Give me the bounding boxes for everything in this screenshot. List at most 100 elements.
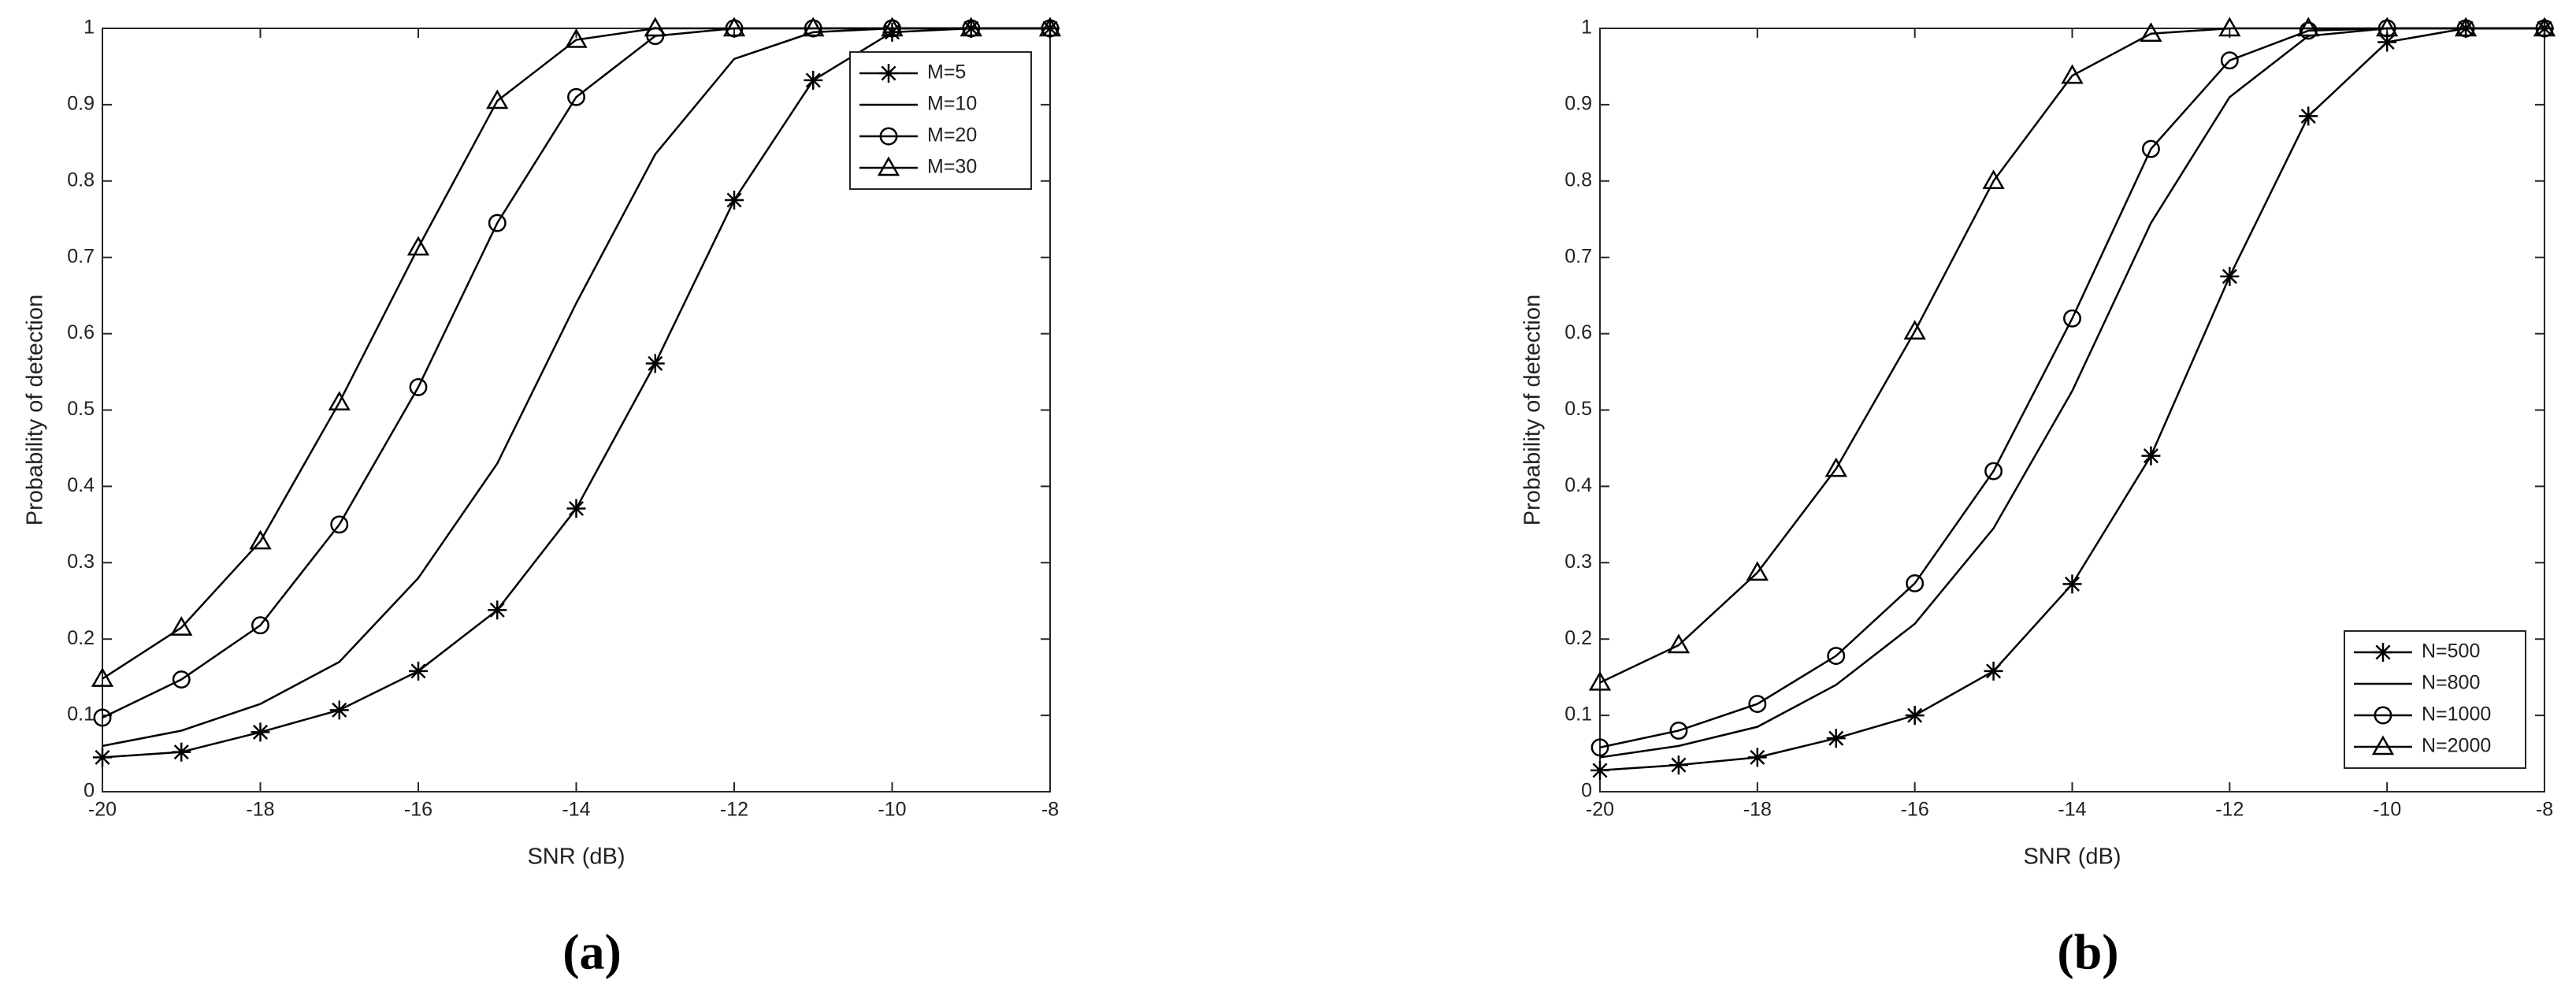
legend-marker — [879, 127, 898, 146]
y-tick-label: 0.4 — [1565, 474, 1592, 496]
data-marker — [1668, 755, 1688, 775]
data-marker — [1588, 670, 1612, 691]
data-marker — [1667, 633, 1691, 654]
x-tick-label: -18 — [1743, 799, 1772, 821]
data-marker — [2377, 32, 2397, 52]
y-tick-label: 0.6 — [67, 321, 95, 343]
data-marker — [488, 213, 507, 232]
data-marker — [2376, 17, 2399, 37]
data-marker — [1826, 729, 1846, 748]
data-marker — [409, 661, 428, 681]
legend-marker — [2371, 735, 2395, 755]
legend-marker — [2374, 643, 2392, 662]
y-tick-label: 0.1 — [67, 703, 95, 726]
x-axis-label: SNR (dB) — [527, 845, 625, 870]
data-marker — [802, 17, 825, 37]
data-marker — [93, 708, 112, 727]
x-tick-label: -12 — [720, 799, 748, 821]
legend-box — [2344, 630, 2526, 769]
y-tick-label: 0.7 — [67, 245, 95, 267]
data-marker — [406, 236, 430, 256]
x-tick-label: -20 — [1586, 799, 1614, 821]
data-marker — [2061, 64, 2084, 84]
data-marker — [645, 354, 665, 373]
y-tick-label: 0 — [84, 780, 95, 802]
data-marker — [249, 529, 272, 550]
x-tick-label: -8 — [2536, 799, 2553, 821]
data-marker — [960, 17, 982, 37]
y-tick-label: 0.8 — [67, 169, 95, 191]
y-tick-label: 0.6 — [1565, 321, 1592, 343]
x-axis-label: SNR (dB) — [2023, 845, 2121, 870]
data-marker — [804, 70, 823, 90]
data-marker — [172, 742, 191, 762]
data-marker — [2218, 17, 2241, 37]
data-marker — [1591, 760, 1609, 780]
data-marker — [1827, 647, 1846, 665]
legend-label: M=30 — [927, 156, 977, 178]
data-marker — [328, 391, 351, 411]
data-marker — [2299, 106, 2318, 126]
data-marker — [488, 600, 507, 620]
legend-label: M=5 — [927, 61, 966, 84]
y-tick-label: 0.7 — [1565, 245, 1592, 267]
data-marker — [1591, 738, 1609, 757]
legend-label: M=10 — [927, 93, 977, 115]
y-tick-label: 1 — [84, 17, 95, 39]
y-tick-label: 0.3 — [67, 551, 95, 573]
data-marker — [644, 17, 666, 37]
data-marker — [1984, 661, 2003, 681]
x-tick-label: -10 — [2373, 799, 2401, 821]
legend-label: N=500 — [2422, 640, 2480, 663]
data-marker — [1824, 457, 1847, 477]
panel-label: (b) — [2057, 924, 2118, 980]
y-tick-label: 0.9 — [67, 93, 95, 115]
data-marker — [722, 17, 746, 37]
legend-marker — [2374, 706, 2392, 725]
legend-label: N=2000 — [2422, 735, 2491, 757]
data-marker — [2533, 17, 2556, 37]
y-tick-label: 0.5 — [1565, 398, 1592, 420]
y-tick-label: 0.2 — [67, 627, 95, 649]
data-marker — [566, 499, 586, 518]
data-marker — [1669, 722, 1688, 740]
panel-label: (a) — [562, 924, 622, 980]
data-marker — [1038, 17, 1062, 37]
y-tick-label: 0.3 — [1565, 551, 1592, 573]
data-marker — [2220, 51, 2239, 70]
y-tick-label: 0 — [1581, 780, 1592, 802]
legend-label: N=1000 — [2422, 703, 2491, 726]
data-marker — [1903, 320, 1926, 340]
x-tick-label: -8 — [1041, 799, 1059, 821]
data-marker — [329, 700, 349, 720]
legend-label: M=20 — [927, 124, 977, 147]
data-marker — [2299, 21, 2318, 40]
x-tick-label: -14 — [562, 799, 590, 821]
data-marker — [486, 89, 509, 110]
data-marker — [409, 377, 428, 396]
data-marker — [91, 667, 114, 687]
data-marker — [1984, 462, 2003, 481]
data-marker — [1906, 574, 1925, 592]
data-marker — [2297, 17, 2320, 37]
data-marker — [1905, 706, 1925, 726]
data-marker — [881, 17, 904, 37]
data-line — [1599, 27, 2544, 684]
x-tick-label: -16 — [404, 799, 432, 821]
data-marker — [2063, 309, 2081, 328]
data-marker — [330, 515, 349, 534]
y-tick-label: 0.5 — [67, 398, 95, 420]
data-marker — [565, 28, 588, 48]
data-marker — [251, 722, 270, 742]
data-marker — [2454, 17, 2478, 37]
data-marker — [251, 616, 269, 635]
y-tick-label: 0.9 — [1565, 93, 1592, 115]
data-marker — [1748, 695, 1767, 714]
y-tick-label: 0.2 — [1565, 627, 1592, 649]
y-axis-label: Probability of detection — [23, 295, 48, 525]
data-marker — [882, 22, 902, 42]
legend-marker — [879, 64, 898, 83]
x-tick-label: -12 — [2215, 799, 2244, 821]
data-marker — [2141, 139, 2160, 158]
